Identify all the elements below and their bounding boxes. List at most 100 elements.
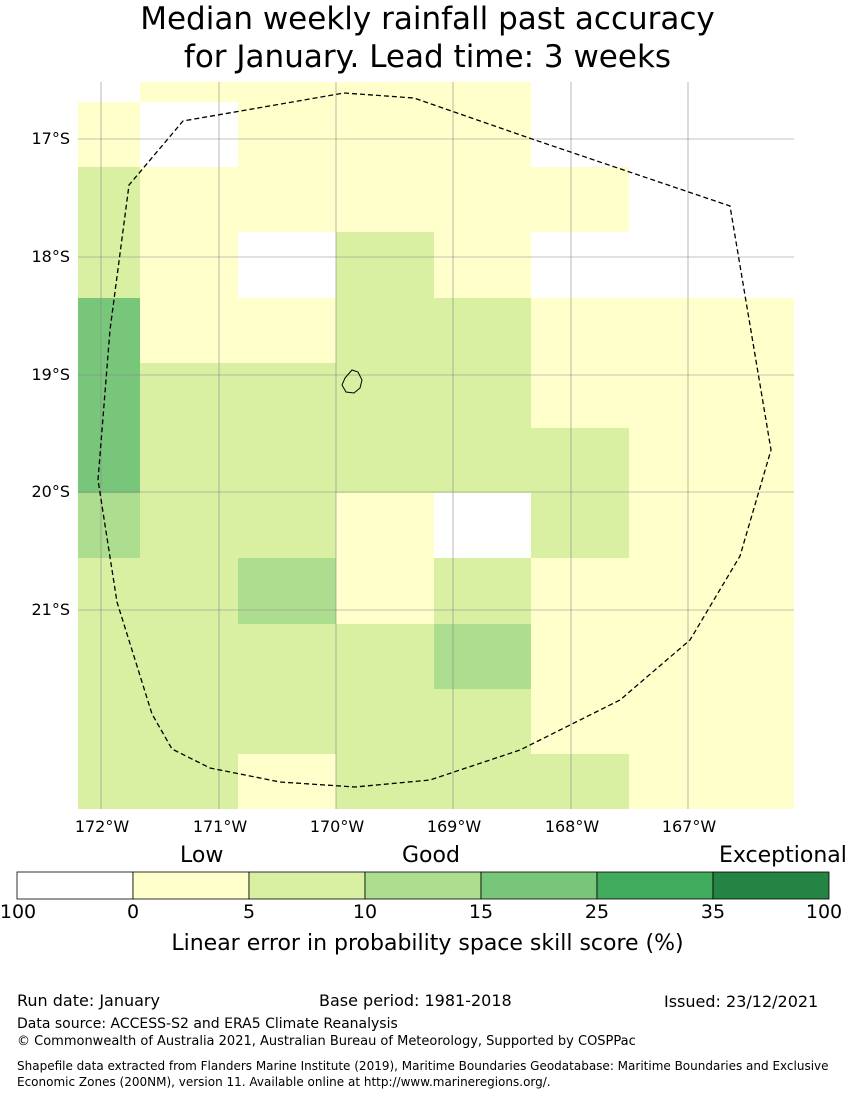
colorbar-segment bbox=[596, 871, 714, 900]
skill-cell bbox=[238, 754, 336, 809]
skill-cell bbox=[238, 428, 336, 493]
skill-cell bbox=[78, 232, 140, 298]
skill-cell bbox=[336, 428, 434, 493]
skill-cell bbox=[336, 232, 434, 298]
skill-cell bbox=[434, 689, 531, 754]
shapefile-credit: Shapefile data extracted from Flanders M… bbox=[17, 1058, 847, 1090]
skill-cell bbox=[434, 558, 531, 624]
skill-cell bbox=[238, 363, 336, 428]
category-good: Good bbox=[402, 843, 460, 868]
skill-cell bbox=[434, 167, 531, 232]
skill-cell bbox=[629, 493, 727, 558]
skill-cell bbox=[629, 363, 727, 428]
skill-cell bbox=[727, 428, 794, 493]
skill-cell bbox=[78, 428, 140, 493]
skill-cell bbox=[238, 689, 336, 754]
category-exceptional: Exceptional bbox=[719, 843, 847, 868]
category-low: Low bbox=[180, 843, 224, 868]
skill-cell bbox=[629, 102, 727, 167]
skill-cell bbox=[531, 298, 629, 363]
skill-cell bbox=[140, 493, 238, 558]
title-line-2: for January. Lead time: 3 weeks bbox=[183, 39, 672, 75]
lat-label-20s: 20°S bbox=[31, 482, 70, 501]
cbar-tick: 0 bbox=[126, 901, 140, 923]
skill-grid bbox=[78, 82, 794, 809]
skill-cell bbox=[434, 363, 531, 428]
cbar-tick: 10 bbox=[352, 901, 378, 923]
skill-cell bbox=[531, 167, 629, 232]
skill-cell bbox=[78, 102, 140, 167]
skill-cell bbox=[531, 102, 629, 167]
skill-cell bbox=[336, 82, 434, 102]
skill-cell bbox=[727, 558, 794, 624]
skill-cell bbox=[434, 624, 531, 689]
colorbar-segment bbox=[248, 871, 366, 900]
lon-label-168w: 168°W bbox=[544, 817, 600, 836]
skill-cell bbox=[727, 493, 794, 558]
skill-cell bbox=[531, 754, 629, 809]
data-source: Data source: ACCESS-S2 and ERA5 Climate … bbox=[17, 1016, 398, 1032]
skill-cell bbox=[531, 558, 629, 624]
skill-cell bbox=[140, 624, 238, 689]
skill-cell bbox=[629, 428, 727, 493]
skill-cell bbox=[238, 82, 336, 102]
skill-cell bbox=[531, 624, 629, 689]
skill-cell bbox=[238, 232, 336, 298]
skill-cell bbox=[727, 754, 794, 809]
skill-cell bbox=[78, 298, 140, 363]
cbar-tick: 5 bbox=[242, 901, 256, 923]
island-outline bbox=[341, 369, 363, 394]
lat-label-21s: 21°S bbox=[31, 600, 70, 619]
lon-label-170w: 170°W bbox=[309, 817, 365, 836]
skill-cell bbox=[434, 428, 531, 493]
shapefile-credit-line-1: Shapefile data extracted from Flanders M… bbox=[17, 1059, 829, 1073]
lon-label-167w: 167°W bbox=[661, 817, 717, 836]
copyright: © Commonwealth of Australia 2021, Austra… bbox=[17, 1034, 636, 1049]
skill-cell bbox=[434, 102, 531, 167]
skill-cell bbox=[140, 167, 238, 232]
issued-date: Issued: 23/12/2021 bbox=[664, 992, 819, 1011]
skill-cell bbox=[140, 363, 238, 428]
skill-cell bbox=[238, 167, 336, 232]
skill-cell bbox=[238, 298, 336, 363]
skill-cell bbox=[140, 689, 238, 754]
skill-cell bbox=[629, 298, 727, 363]
skill-cell bbox=[531, 428, 629, 493]
skill-cell bbox=[78, 363, 140, 428]
skill-cell bbox=[434, 82, 531, 102]
skill-cell bbox=[434, 298, 531, 363]
shapefile-credit-line-2: Economic Zones (200NM), version 11. Avai… bbox=[17, 1075, 551, 1089]
skill-cell bbox=[238, 493, 336, 558]
skill-cell bbox=[434, 232, 531, 298]
skill-cell bbox=[336, 363, 434, 428]
run-date: Run date: January bbox=[17, 991, 160, 1010]
skill-cell bbox=[531, 493, 629, 558]
cbar-tick: 25 bbox=[584, 901, 610, 923]
lon-label-172w: 172°W bbox=[74, 817, 130, 836]
skill-cell bbox=[78, 689, 140, 754]
colorbar-segment bbox=[712, 871, 830, 900]
skill-cell bbox=[434, 493, 531, 558]
skill-cell bbox=[531, 689, 629, 754]
cbar-tick: 100 bbox=[0, 901, 37, 923]
skill-cell bbox=[336, 689, 434, 754]
lon-label-169w: 169°W bbox=[426, 817, 482, 836]
lon-label-171w: 171°W bbox=[192, 817, 248, 836]
skill-cell bbox=[78, 167, 140, 232]
skill-cell bbox=[629, 754, 727, 809]
skill-cell bbox=[531, 232, 629, 298]
skill-cell bbox=[727, 298, 794, 363]
skill-cell bbox=[140, 754, 238, 809]
skill-cell bbox=[140, 232, 238, 298]
colorbar-segment bbox=[364, 871, 482, 900]
skill-cell bbox=[434, 754, 531, 809]
skill-cell bbox=[336, 167, 434, 232]
skill-cell bbox=[336, 298, 434, 363]
colorbar-segment bbox=[132, 871, 250, 900]
skill-cell bbox=[78, 624, 140, 689]
skill-cell bbox=[78, 558, 140, 624]
colorbar-segment bbox=[16, 871, 134, 900]
skill-cell bbox=[238, 624, 336, 689]
lat-label-17s: 17°S bbox=[31, 129, 70, 148]
